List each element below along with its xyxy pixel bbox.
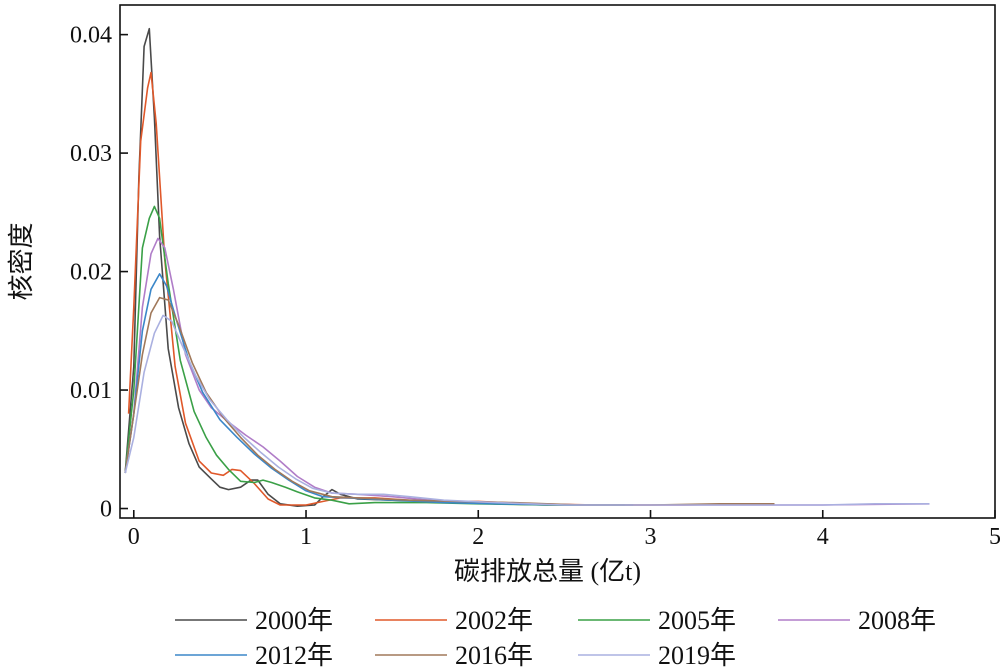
y-tick-label-4: 0.04 [70, 23, 112, 49]
legend-label-3: 2008年 [858, 606, 936, 635]
y-tick-label-3: 0.03 [70, 141, 112, 167]
legend-label-0: 2000年 [255, 606, 333, 635]
x-tick-label-3: 3 [645, 524, 657, 550]
series-line-4 [124, 273, 634, 506]
series-line-1 [127, 71, 775, 506]
axes: 0 1 2 3 4 5 0 0.01 0.02 0.03 0.04 [70, 23, 1000, 550]
legend-label-4: 2012年 [255, 641, 333, 667]
x-tick-label-1: 1 [300, 524, 312, 550]
legend-label-2: 2005年 [658, 606, 736, 635]
series-line-5 [124, 296, 775, 506]
y-tick-label-2: 0.02 [70, 260, 112, 286]
x-tick-label-0: 0 [128, 524, 140, 550]
series-line-0 [124, 27, 625, 507]
y-tick-label-0: 0 [100, 497, 112, 523]
legend-label-1: 2002年 [455, 606, 533, 635]
y-tick-label-1: 0.01 [70, 378, 112, 404]
series-line-2 [124, 205, 625, 506]
x-tick-label-4: 4 [817, 524, 829, 550]
series-lines [124, 27, 930, 507]
x-tick-label-2: 2 [472, 524, 484, 550]
legend-label-5: 2016年 [455, 641, 533, 667]
legend-label-6: 2019年 [658, 641, 736, 667]
y-axis-title: 核密度 [7, 222, 36, 300]
series-line-3 [124, 237, 930, 506]
series-line-6 [124, 314, 930, 506]
x-tick-label-5: 5 [989, 524, 1000, 550]
x-axis-title: 碳排放总量 (亿t) [454, 557, 641, 586]
plot-frame [119, 4, 996, 519]
legend: 2000年 2002年 2005年 2008年 2012年 2016年 2019年 [175, 606, 936, 667]
